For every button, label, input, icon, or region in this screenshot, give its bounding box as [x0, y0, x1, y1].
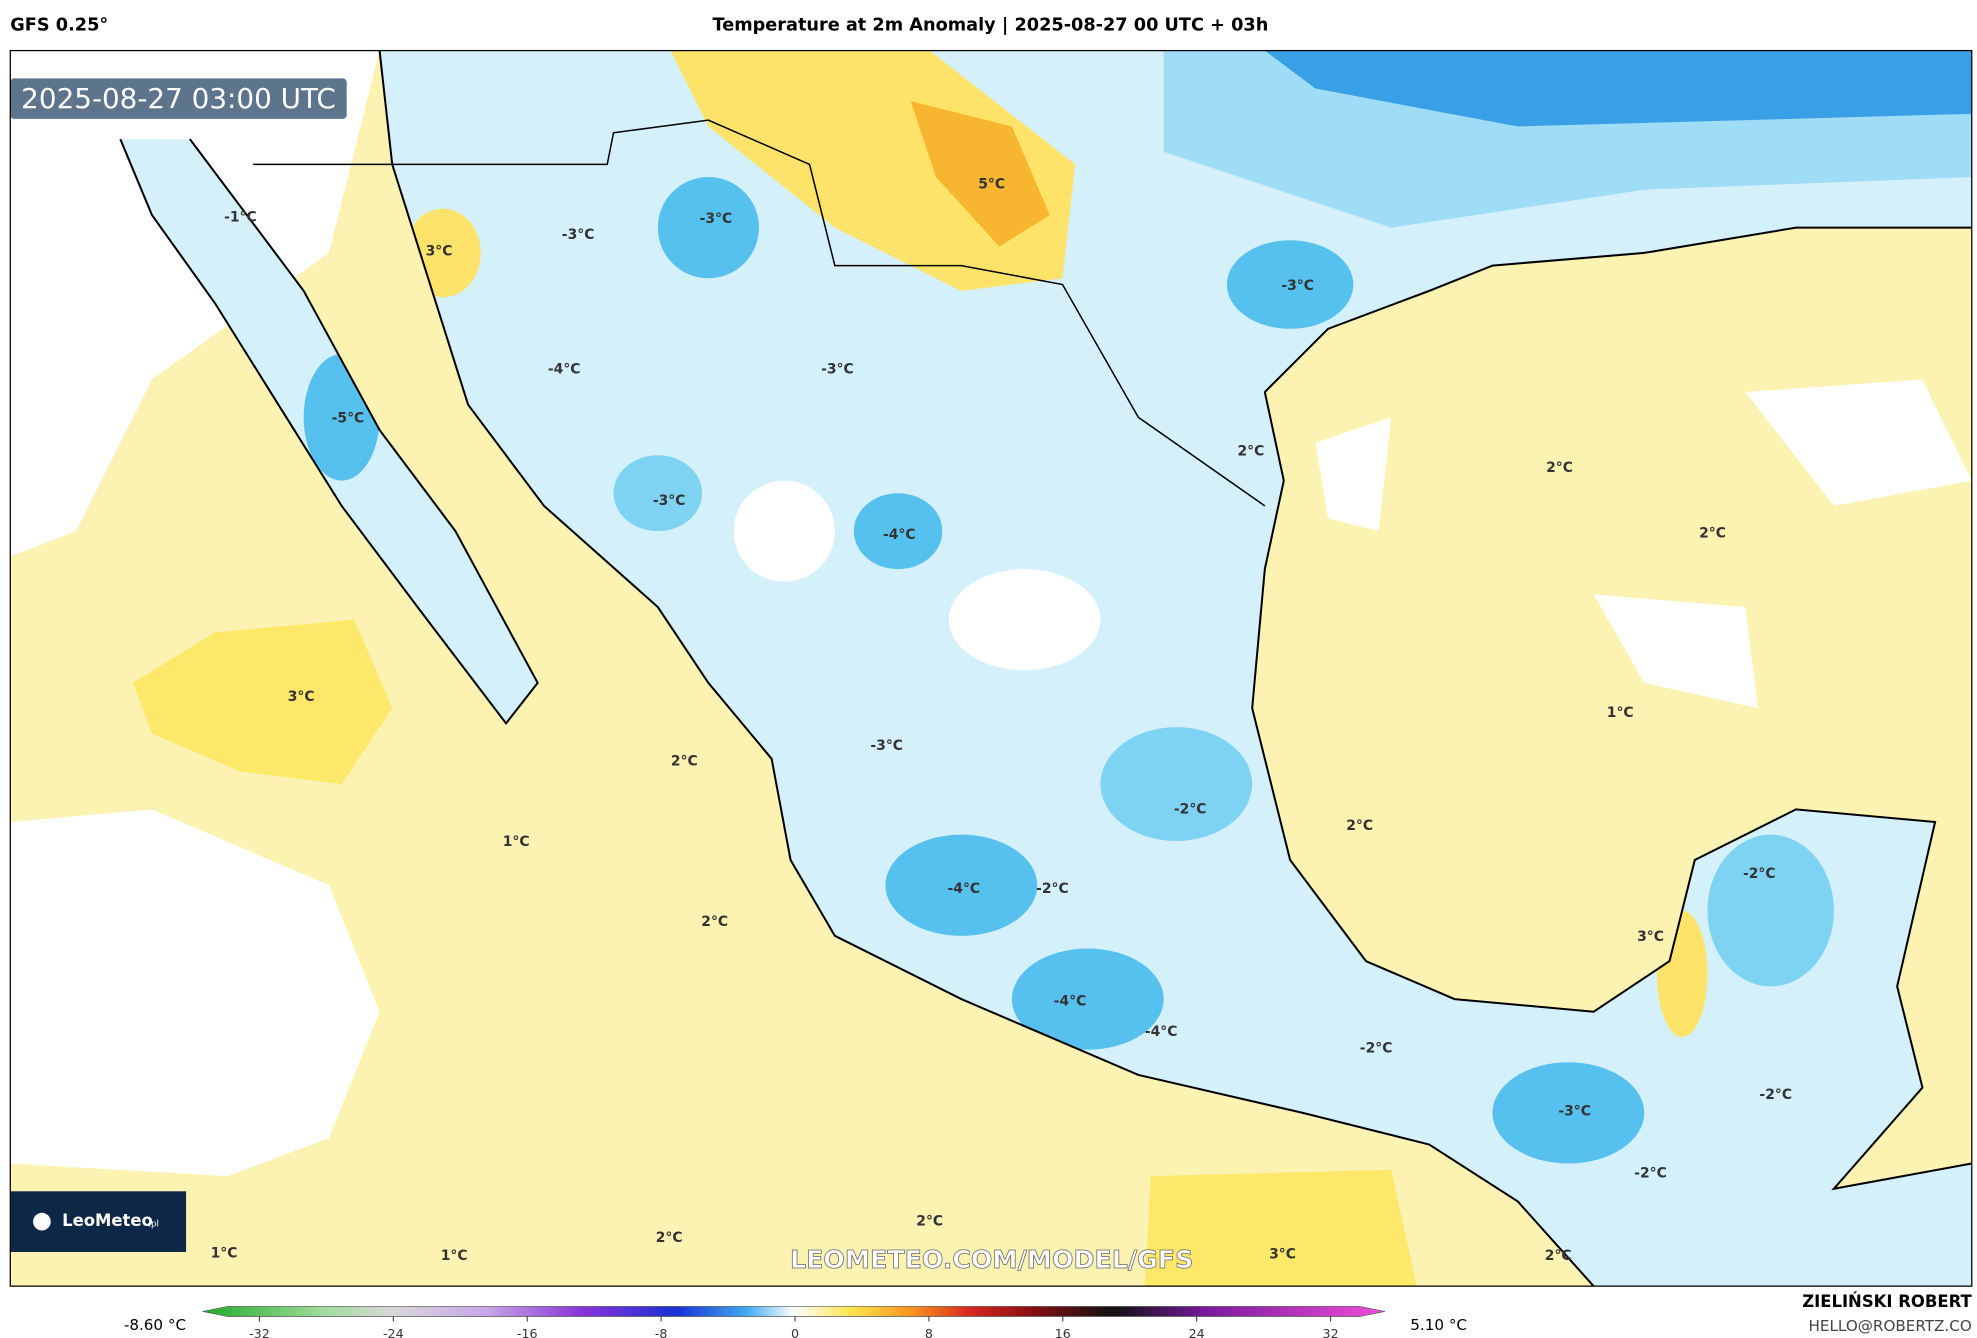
contour-label: -2°C — [1036, 881, 1069, 897]
contour-label: 5°C — [978, 177, 1005, 193]
contour-label: -3°C — [653, 493, 686, 509]
contour-label: -2°C — [1759, 1087, 1792, 1103]
contour-label: 2°C — [671, 753, 698, 769]
contour-label: -3°C — [1281, 278, 1314, 294]
coastline — [119, 50, 1972, 1287]
max-label: 5.10 °C — [1410, 1316, 1467, 1334]
contour-label: 2°C — [701, 914, 728, 930]
logo-name: LeoMeteo — [62, 1211, 153, 1230]
min-label: -8.60 °C — [124, 1316, 186, 1334]
contour-label: 3°C — [288, 689, 315, 705]
colorbar-tick-label: 24 — [1189, 1326, 1205, 1338]
email: HELLO@ROBERTZ.CO — [1809, 1317, 1972, 1335]
contour-label: 1°C — [503, 834, 530, 850]
contour-labels: -1°C 3°C -3°C -3°C 5°C -3°C -4°C -3°C -5°C 2°C 2°C… — [211, 177, 1792, 1264]
contour-label: 3°C — [426, 244, 453, 260]
contour-label: -2°C — [1634, 1166, 1667, 1182]
logo-sun — [33, 1212, 51, 1231]
warm-area — [132, 619, 393, 785]
watermark: LEOMETEO.COM/MODEL/GFS — [790, 1245, 1193, 1274]
contour-label: -3°C — [870, 738, 903, 754]
colorbar-tick-label: -16 — [517, 1326, 538, 1338]
model-name: GFS 0.25° — [10, 15, 108, 35]
contour-label: -2°C — [1174, 801, 1207, 817]
contour-label: -4°C — [1145, 1024, 1178, 1040]
contour-label: -3°C — [700, 211, 733, 227]
timestamp: 2025-08-27 03:00 UTC — [21, 82, 336, 115]
contour-label: 1°C — [441, 1248, 468, 1264]
contour-label: 3°C — [1637, 929, 1664, 945]
contour-label: 2°C — [916, 1214, 943, 1230]
contour-label: -1°C — [224, 210, 257, 226]
colorbar-tick-label: -32 — [249, 1326, 270, 1338]
contour-label: -3°C — [1558, 1104, 1591, 1120]
contour-label: -2°C — [1743, 866, 1776, 882]
contour-label: -4°C — [948, 881, 981, 897]
colorbar-tick-label: 32 — [1323, 1326, 1339, 1338]
contour-label: 1°C — [1607, 705, 1634, 721]
contour-label: -4°C — [1054, 994, 1087, 1010]
timestamp-box — [10, 78, 347, 119]
contour-label: -3°C — [821, 361, 854, 377]
warm-area — [1144, 1169, 1417, 1287]
contour-label: -4°C — [883, 527, 916, 543]
colorbar-tick-label: 0 — [791, 1326, 799, 1338]
neutral-area — [10, 809, 380, 1177]
contour-label: -2°C — [1360, 1040, 1393, 1056]
map: -1°C 3°C -3°C -3°C 5°C -3°C -4°C -3°C -5°C 2°C 2°C… — [10, 50, 1972, 1287]
author: ZIELIŃSKI ROBERT — [1802, 1292, 1972, 1311]
map-title: Temperature at 2m Anomaly | 2025-08-27 0… — [712, 15, 1268, 35]
contour-label: 2°C — [656, 1230, 683, 1246]
contour-label: 2°C — [1699, 526, 1726, 542]
colorbar-tick-label: 8 — [925, 1326, 933, 1338]
contour-label: 3°C — [1269, 1247, 1296, 1263]
colorbar-ramp — [202, 1306, 1386, 1317]
neutral-area — [10, 50, 380, 557]
border — [253, 119, 1266, 507]
colorbar-tick-label: -24 — [383, 1326, 404, 1338]
contour-label: 2°C — [1546, 460, 1573, 476]
colorbar-tick-label: -8 — [655, 1326, 668, 1338]
contour-label: 2°C — [1545, 1248, 1572, 1264]
map-frame — [9, 49, 1973, 1287]
colorbar-tick-label: 16 — [1055, 1326, 1071, 1338]
logo-suffix: .pl — [148, 1220, 159, 1230]
contour-label: -4°C — [548, 361, 581, 377]
contour-label: -5°C — [332, 411, 365, 427]
neutral-area — [1315, 379, 1972, 709]
contour-label: 2°C — [1237, 443, 1264, 459]
contour-label: -3°C — [562, 227, 595, 243]
contour-label: 2°C — [1346, 818, 1373, 834]
contour-label: 1°C — [211, 1245, 238, 1261]
colorbar: -32 -24 -16 -8 0 8 16 24 32 — [202, 1306, 1386, 1338]
